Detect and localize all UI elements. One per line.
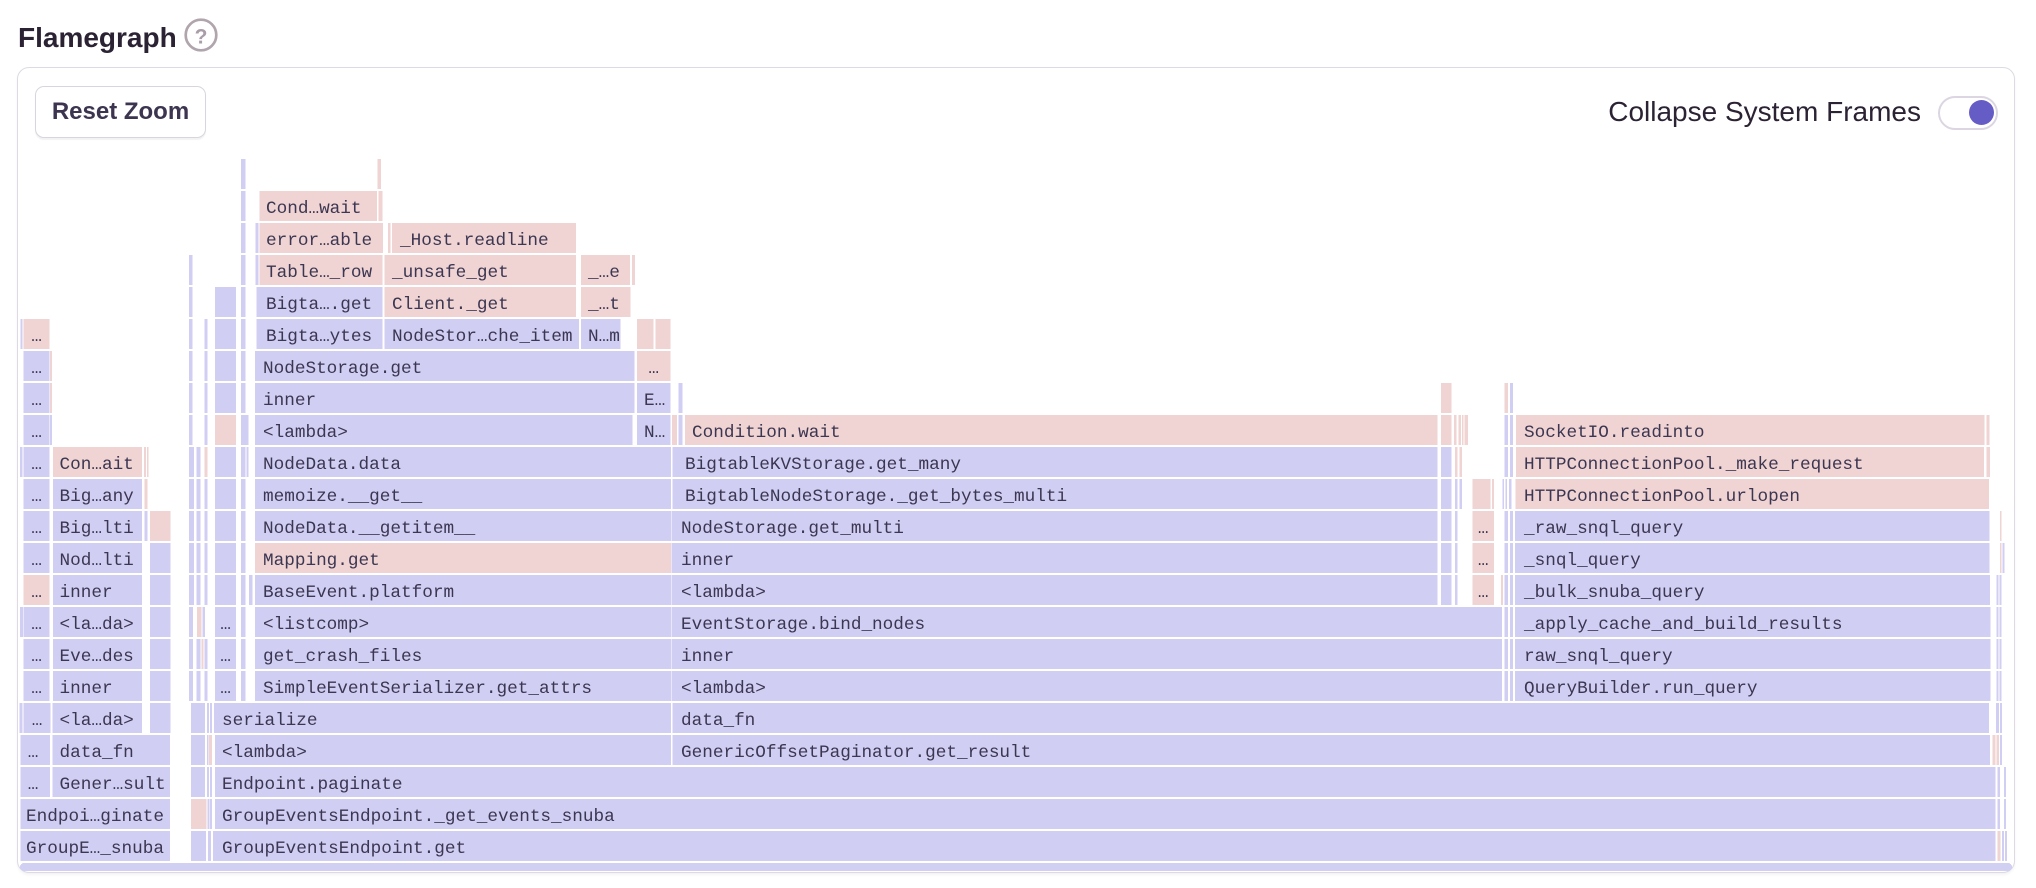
svg-text:…: … — [31, 551, 42, 571]
svg-text:…: … — [1478, 519, 1489, 539]
svg-text:…: … — [31, 583, 42, 603]
svg-text:inner: inner — [263, 391, 316, 411]
svg-text:_Host.readline: _Host.readline — [399, 231, 549, 251]
svg-text:BaseEvent.platform: BaseEvent.platform — [263, 583, 454, 603]
svg-text:get_crash_files: get_crash_files — [263, 647, 422, 667]
svg-text:_…e: _…e — [587, 263, 620, 283]
svg-text:…: … — [31, 391, 42, 411]
svg-text:Con…ait: Con…ait — [60, 455, 134, 475]
svg-text:<lambda>: <lambda> — [263, 423, 348, 443]
svg-text:inner: inner — [681, 551, 734, 571]
svg-text:SocketIO.readinto: SocketIO.readinto — [1524, 423, 1704, 443]
svg-text:inner: inner — [60, 583, 113, 603]
svg-text:…: … — [28, 743, 39, 763]
svg-text:Gener…sult: Gener…sult — [60, 775, 166, 795]
svg-text:Nod…lti: Nod…lti — [60, 551, 134, 571]
svg-text:EventStorage.bind_nodes: EventStorage.bind_nodes — [681, 615, 925, 635]
svg-text:_bulk_snuba_query: _bulk_snuba_query — [1523, 583, 1705, 603]
svg-text:…: … — [648, 359, 659, 379]
svg-text:…: … — [1478, 551, 1489, 571]
svg-text:Client._get: Client._get — [392, 295, 509, 315]
svg-text:BigtableKVStorage.get_many: BigtableKVStorage.get_many — [685, 455, 961, 475]
svg-text:Endpoi…ginate: Endpoi…ginate — [26, 807, 164, 827]
svg-text:E…: E… — [644, 391, 665, 411]
svg-text:_unsafe_get: _unsafe_get — [391, 263, 509, 283]
svg-text:…: … — [31, 487, 42, 507]
svg-text:raw_snql_query: raw_snql_query — [1524, 647, 1673, 667]
svg-text:<la…da>: <la…da> — [60, 711, 134, 731]
svg-text:…: … — [31, 455, 42, 475]
svg-text:<lambda>: <lambda> — [681, 679, 766, 699]
svg-text:_apply_cache_and_build_results: _apply_cache_and_build_results — [1523, 615, 1842, 635]
svg-text:QueryBuilder.run_query: QueryBuilder.run_query — [1524, 679, 1758, 699]
svg-text:<lambda>: <lambda> — [681, 583, 766, 603]
svg-text:GenericOffsetPaginator.get_res: GenericOffsetPaginator.get_result — [681, 743, 1031, 763]
svg-text:NodeStor…che_item: NodeStor…che_item — [392, 327, 572, 347]
svg-text:…: … — [31, 423, 42, 443]
svg-text:…: … — [28, 775, 39, 795]
svg-text:data_fn: data_fn — [681, 711, 755, 731]
svg-text:…: … — [1478, 583, 1489, 603]
svg-text:GroupEventsEndpoint._get_event: GroupEventsEndpoint._get_events_snuba — [222, 807, 615, 827]
svg-text:?: ? — [195, 26, 208, 49]
svg-text:error…able: error…able — [266, 231, 372, 251]
svg-text:…: … — [31, 359, 42, 379]
svg-text:…: … — [31, 519, 42, 539]
svg-text:…: … — [32, 711, 43, 731]
svg-text:Big…lti: Big…lti — [60, 519, 134, 539]
svg-text:_snql_query: _snql_query — [1523, 551, 1641, 571]
svg-text:Table…_row: Table…_row — [266, 263, 373, 283]
svg-text:<listcomp>: <listcomp> — [263, 615, 369, 635]
svg-text:N…: N… — [644, 423, 665, 443]
svg-text:Bigta…ytes: Bigta…ytes — [266, 327, 372, 347]
svg-text:…: … — [220, 615, 231, 635]
svg-text:HTTPConnectionPool._make_reque: HTTPConnectionPool._make_request — [1524, 455, 1864, 475]
svg-text:…: … — [220, 679, 231, 699]
svg-text:GroupEventsEndpoint.get: GroupEventsEndpoint.get — [222, 839, 466, 859]
svg-text:…: … — [31, 615, 42, 635]
svg-text:NodeStorage.get_multi: NodeStorage.get_multi — [681, 519, 904, 539]
svg-text:Cond…wait: Cond…wait — [266, 199, 362, 219]
svg-text:_raw_snql_query: _raw_snql_query — [1523, 519, 1684, 539]
svg-text:N…m: N…m — [588, 327, 620, 347]
svg-text:<la…da>: <la…da> — [60, 615, 134, 635]
svg-text:…: … — [220, 647, 231, 667]
svg-text:inner: inner — [681, 647, 734, 667]
svg-text:inner: inner — [60, 679, 113, 699]
svg-text:NodeData.data: NodeData.data — [263, 455, 401, 475]
svg-text:data_fn: data_fn — [60, 743, 134, 763]
svg-text:Big…any: Big…any — [60, 487, 135, 507]
svg-text:…: … — [31, 679, 42, 699]
svg-text:Condition.wait: Condition.wait — [692, 423, 841, 443]
svg-text:<lambda>: <lambda> — [222, 743, 307, 763]
svg-text:HTTPConnectionPool.urlopen: HTTPConnectionPool.urlopen — [1524, 487, 1800, 507]
svg-text:NodeStorage.get: NodeStorage.get — [263, 359, 422, 379]
svg-text:Eve…des: Eve…des — [60, 647, 134, 667]
svg-text:BigtableNodeStorage._get_bytes: BigtableNodeStorage._get_bytes_multi — [685, 487, 1067, 507]
svg-text:memoize.__get__: memoize.__get__ — [263, 487, 423, 507]
svg-text:Bigta….get: Bigta….get — [266, 295, 372, 315]
svg-text:GroupE…_snuba: GroupE…_snuba — [26, 839, 164, 859]
svg-text:Mapping.get: Mapping.get — [263, 551, 380, 571]
svg-text:…: … — [31, 327, 42, 347]
svg-text:…: … — [31, 647, 42, 667]
svg-text:NodeData.__getitem__: NodeData.__getitem__ — [263, 519, 476, 539]
svg-text:serialize: serialize — [222, 711, 318, 731]
svg-text:Endpoint.paginate: Endpoint.paginate — [222, 775, 402, 795]
svg-text:_…t: _…t — [587, 295, 620, 315]
svg-text:SimpleEventSerializer.get_attr: SimpleEventSerializer.get_attrs — [263, 679, 592, 699]
